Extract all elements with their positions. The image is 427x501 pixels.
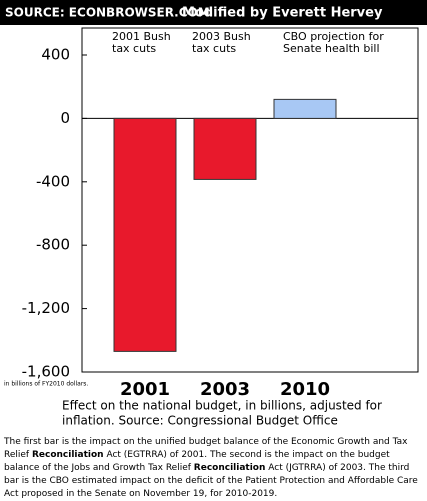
note: Effect on the national budget, in billio… bbox=[62, 399, 382, 413]
caption-bold: Reconciliation bbox=[193, 463, 266, 473]
annotation: Senate health bill bbox=[283, 42, 380, 55]
y-tick-label: -800 bbox=[36, 236, 70, 254]
y-tick-label: -400 bbox=[36, 172, 70, 190]
unit-note: in billions of FY2010 dollars. bbox=[4, 381, 88, 388]
caption-text: Act (EGTRRA) of 2001. The second is the … bbox=[4, 450, 393, 473]
caption-text: The first bar is the impact on the unifi… bbox=[4, 437, 411, 460]
annotation: tax cuts bbox=[112, 42, 156, 55]
credit: Modified by Everett Hervey bbox=[182, 6, 383, 21]
x-tick-label: 2003 bbox=[200, 379, 250, 400]
source: SOURCE: ECONBROWSER.COM bbox=[5, 6, 210, 20]
caption-text: Act (JGTRRA) of 2003. The third bar is t… bbox=[4, 463, 421, 499]
chart: SOURCE: ECONBROWSER.COM Modified by Ever… bbox=[0, 0, 427, 428]
x-tick-label: 2001 bbox=[120, 379, 170, 400]
caption: The first bar is the impact on the unifi… bbox=[4, 436, 422, 501]
note: inflation. Source: Congressional Budget … bbox=[62, 414, 338, 428]
bar bbox=[113, 117, 177, 352]
header-bar bbox=[0, 0, 427, 25]
annotation: CBO projection for bbox=[283, 30, 384, 43]
annotation: 2003 Bush bbox=[192, 30, 251, 43]
y-tick-label: -1,600 bbox=[22, 363, 70, 381]
y-tick-label: -1,200 bbox=[22, 299, 70, 317]
bar bbox=[273, 98, 337, 119]
annotation: 2001 Bush bbox=[112, 30, 171, 43]
caption-bold: Reconciliation bbox=[31, 450, 104, 460]
plot-frame bbox=[81, 27, 419, 373]
y-tick-label: 400 bbox=[41, 46, 70, 64]
bar bbox=[193, 117, 257, 180]
x-tick-label: 2010 bbox=[280, 379, 330, 400]
y-tick-label: 0 bbox=[60, 109, 70, 127]
annotation: tax cuts bbox=[192, 42, 236, 55]
